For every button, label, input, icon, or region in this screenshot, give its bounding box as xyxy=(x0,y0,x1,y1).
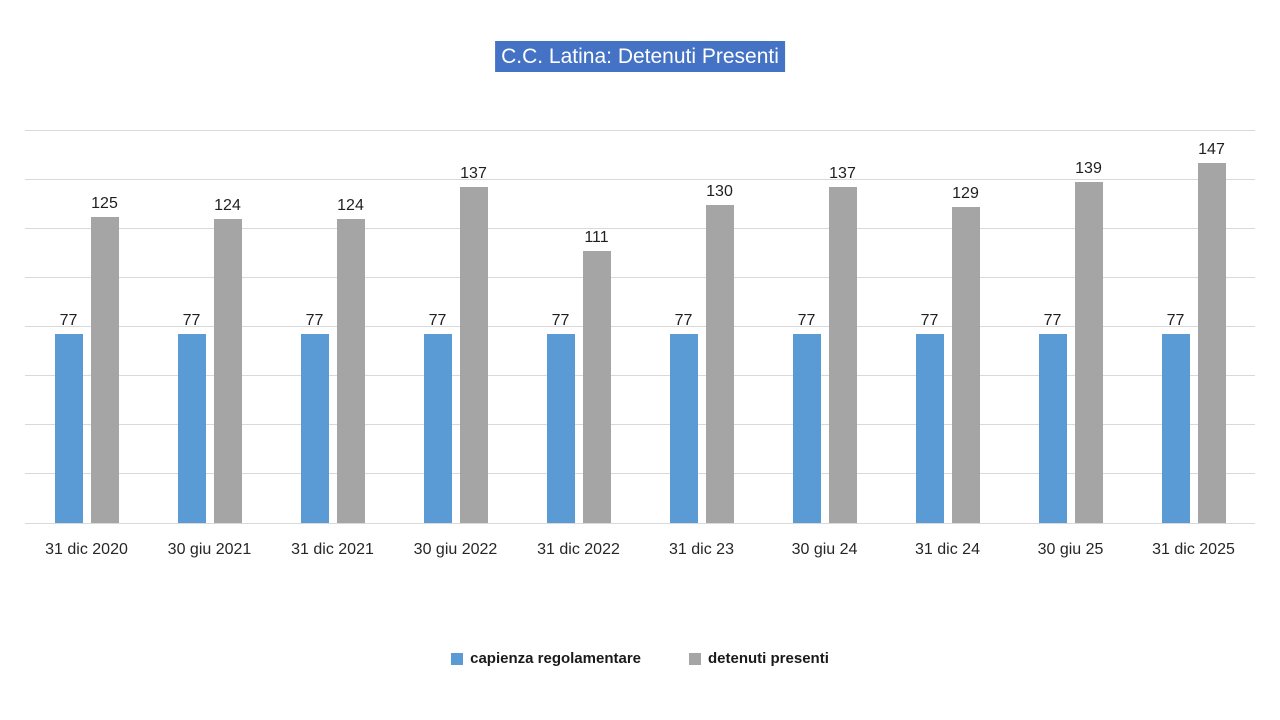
bar-group: 77 130 xyxy=(640,131,763,523)
data-label: 111 xyxy=(584,229,609,247)
gridline xyxy=(25,130,1255,131)
bar-series-capienza xyxy=(177,334,206,523)
legend-swatch-icon xyxy=(689,652,702,665)
data-label: 129 xyxy=(952,184,979,202)
data-label: 77 xyxy=(797,312,816,330)
x-axis-label: 30 giu 2022 xyxy=(413,541,498,558)
bar-series-detenuti xyxy=(1074,182,1103,523)
bar-wrap: 125 xyxy=(90,131,119,523)
data-label: 77 xyxy=(1043,312,1062,330)
data-label: 77 xyxy=(551,312,570,330)
bar-wrap: 124 xyxy=(213,131,242,523)
data-label: 77 xyxy=(182,312,201,330)
bar-wrap: 77 xyxy=(1038,131,1067,523)
plot-area: 77 125 77 124 77 124 77 137 77 111 77 130 77 137 77 129… xyxy=(25,130,1255,524)
gridline xyxy=(25,179,1255,180)
gridline xyxy=(25,473,1255,474)
data-label: 124 xyxy=(337,197,364,215)
bar-group: 77 139 xyxy=(1009,131,1132,523)
bar-series-detenuti xyxy=(336,219,365,523)
bar-wrap: 77 xyxy=(546,131,575,523)
legend: capienza regolamentare detenuti presenti xyxy=(0,650,1280,667)
bar-series-capienza xyxy=(54,334,83,523)
bar-series-detenuti xyxy=(828,187,857,523)
data-label: 77 xyxy=(305,312,324,330)
bar-series-detenuti xyxy=(1197,162,1226,523)
data-label: 77 xyxy=(59,312,78,330)
gridline xyxy=(25,424,1255,425)
x-axis-label: 30 giu 24 xyxy=(791,541,858,558)
data-label: 77 xyxy=(674,312,693,330)
bar-wrap: 129 xyxy=(951,131,980,523)
bar-wrap: 77 xyxy=(1161,131,1190,523)
bar-groups: 77 125 77 124 77 124 77 137 77 111 77 130 77 137 77 129… xyxy=(25,131,1255,523)
data-label: 125 xyxy=(91,194,118,212)
x-axis-label: 31 dic 2020 xyxy=(45,541,128,558)
bar-group: 77 129 xyxy=(886,131,1009,523)
data-label: 124 xyxy=(214,197,241,215)
bar-group: 77 137 xyxy=(394,131,517,523)
x-axis-label: 31 dic 23 xyxy=(669,541,734,558)
bar-wrap: 139 xyxy=(1074,131,1103,523)
bar-wrap: 77 xyxy=(177,131,206,523)
chart-title[interactable]: C.C. Latina: Detenuti Presenti xyxy=(495,41,785,72)
bar-series-detenuti xyxy=(213,219,242,523)
bar-series-capienza xyxy=(423,334,452,523)
gridline xyxy=(25,326,1255,327)
x-axis-label: 31 dic 24 xyxy=(915,541,980,558)
bar-series-capienza xyxy=(1038,334,1067,523)
bar-series-capienza xyxy=(669,334,698,523)
bar-group: 77 124 xyxy=(148,131,271,523)
bar-wrap: 77 xyxy=(54,131,83,523)
bar-group: 77 124 xyxy=(271,131,394,523)
bar-group: 77 111 xyxy=(517,131,640,523)
x-axis-label: 31 dic 2021 xyxy=(291,541,374,558)
legend-swatch-icon xyxy=(451,652,464,665)
bar-series-capienza xyxy=(915,334,944,523)
gridline xyxy=(25,228,1255,229)
bar-group: 77 147 xyxy=(1132,131,1255,523)
bar-wrap: 130 xyxy=(705,131,734,523)
x-axis-label: 31 dic 2022 xyxy=(537,541,620,558)
bar-wrap: 111 xyxy=(582,131,611,523)
bar-wrap: 77 xyxy=(669,131,698,523)
bar-group: 77 125 xyxy=(25,131,148,523)
data-label: 77 xyxy=(428,312,447,330)
bar-series-capienza xyxy=(1161,334,1190,523)
data-label: 139 xyxy=(1075,160,1102,178)
bar-series-detenuti xyxy=(951,206,980,523)
bar-wrap: 137 xyxy=(459,131,488,523)
bar-series-detenuti xyxy=(90,216,119,523)
data-label: 77 xyxy=(920,312,939,330)
bar-wrap: 77 xyxy=(792,131,821,523)
data-label: 147 xyxy=(1198,140,1225,158)
bar-series-capienza xyxy=(546,334,575,523)
bar-series-detenuti xyxy=(705,204,734,523)
data-label: 130 xyxy=(706,182,733,200)
legend-item: capienza regolamentare xyxy=(451,650,641,667)
bar-wrap: 147 xyxy=(1197,131,1226,523)
legend-label: detenuti presenti xyxy=(708,650,829,667)
legend-item: detenuti presenti xyxy=(689,650,829,667)
bar-group: 77 137 xyxy=(763,131,886,523)
bar-series-capienza xyxy=(792,334,821,523)
x-axis-label: 30 giu 25 xyxy=(1037,541,1104,558)
legend-label: capienza regolamentare xyxy=(470,650,642,667)
x-axis-label: 31 dic 2025 xyxy=(1152,541,1235,558)
data-label: 137 xyxy=(460,165,487,183)
x-axis-labels: 31 dic 2020 30 giu 2021 31 dic 2021 30 giu … xyxy=(25,525,1255,559)
bar-wrap: 77 xyxy=(300,131,329,523)
bar-wrap: 137 xyxy=(828,131,857,523)
bar-series-detenuti xyxy=(459,187,488,523)
gridline xyxy=(25,277,1255,278)
bar-wrap: 77 xyxy=(423,131,452,523)
data-label: 77 xyxy=(1166,312,1185,330)
bar-series-capienza xyxy=(300,334,329,523)
data-label: 137 xyxy=(829,165,856,183)
gridline xyxy=(25,375,1255,376)
bar-series-detenuti xyxy=(582,251,611,523)
bar-wrap: 77 xyxy=(915,131,944,523)
x-axis-label: 30 giu 2021 xyxy=(167,541,252,558)
bar-wrap: 124 xyxy=(336,131,365,523)
